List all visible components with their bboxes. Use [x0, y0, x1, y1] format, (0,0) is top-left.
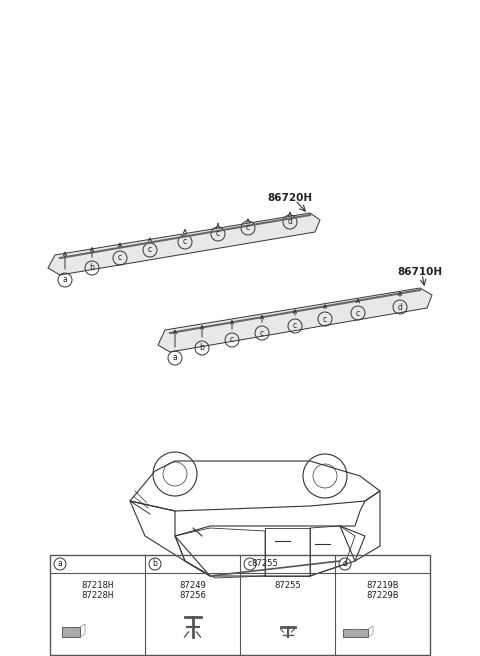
- Text: b: b: [90, 264, 95, 272]
- Text: d: d: [343, 560, 348, 569]
- Text: 87218H: 87218H: [82, 581, 114, 590]
- Polygon shape: [48, 213, 320, 275]
- Text: c: c: [260, 329, 264, 337]
- Text: c: c: [246, 224, 250, 232]
- Text: 87256: 87256: [179, 592, 206, 600]
- Text: c: c: [183, 237, 187, 247]
- Text: 87255: 87255: [274, 581, 301, 590]
- Text: 87255: 87255: [252, 560, 278, 569]
- Text: a: a: [58, 560, 62, 569]
- Text: c: c: [230, 335, 234, 344]
- FancyBboxPatch shape: [343, 629, 368, 637]
- Text: d: d: [288, 218, 292, 226]
- Text: 87249: 87249: [179, 581, 206, 590]
- Text: a: a: [173, 354, 178, 363]
- Text: c: c: [248, 560, 252, 569]
- FancyBboxPatch shape: [62, 627, 80, 637]
- Text: b: b: [200, 344, 204, 352]
- Text: 87229B: 87229B: [366, 592, 398, 600]
- Text: a: a: [62, 276, 67, 285]
- Text: d: d: [397, 302, 402, 312]
- Text: c: c: [216, 230, 220, 239]
- Text: c: c: [356, 308, 360, 318]
- Text: c: c: [148, 245, 152, 255]
- Text: 86720H: 86720H: [267, 193, 312, 203]
- Polygon shape: [158, 288, 432, 352]
- Text: 87219B: 87219B: [366, 581, 398, 590]
- Text: 86710H: 86710H: [397, 267, 443, 277]
- Text: c: c: [118, 253, 122, 262]
- Text: c: c: [323, 314, 327, 323]
- Text: 87228H: 87228H: [82, 592, 114, 600]
- Text: c: c: [293, 321, 297, 331]
- Text: b: b: [153, 560, 157, 569]
